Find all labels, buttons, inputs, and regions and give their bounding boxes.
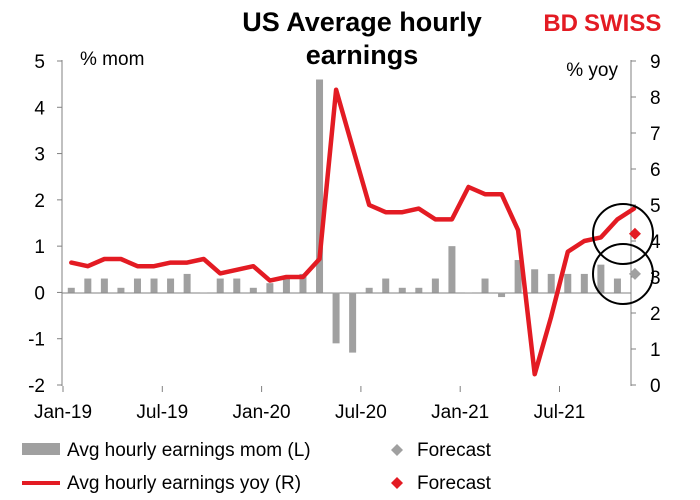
right-tick-label: 9 [650,52,661,73]
mom-bar [365,287,373,293]
right-tick-label: 2 [650,304,661,325]
mom-bar-series [67,79,621,353]
right-tick-label: 4 [650,232,661,253]
mom-bar [299,273,307,293]
x-tick-label: Jan-19 [34,402,92,423]
mom-bar [100,278,108,293]
bdswiss-logo: BD SWISS [543,10,661,37]
mom-bar [200,292,208,293]
mom-bar [382,278,390,293]
x-tick-label: Jan-21 [431,402,489,423]
left-tick-label: 1 [34,237,45,258]
right-tick-label: 5 [650,196,661,217]
mom-bar [498,292,506,298]
right-tick-label: 7 [650,124,661,145]
forecast-marker-mom [628,267,641,280]
legend-label-forecast-mom: Forecast [417,440,492,461]
chart-title-line-1: US Average hourly [242,7,482,37]
left-tick-label: 4 [34,98,45,119]
mom-bar [117,287,125,293]
mom-bar [167,278,175,293]
mom-bar [481,278,489,293]
legend-swatch-forecast-yoy [391,477,403,489]
mom-bar [448,246,456,293]
forecast-highlight-circle-yoy [592,203,654,265]
right-tick-label: 6 [650,160,661,181]
right-tick-label: 1 [650,340,661,361]
x-tick-label: Jul-20 [335,402,387,423]
forecast-highlight-circle-mom [592,243,654,305]
forecast-markers [628,227,641,280]
mom-bar [282,278,290,293]
legend: Avg hourly earnings mom (L) Forecast Avg… [22,440,492,494]
right-axis-unit: % yoy [566,60,618,81]
mom-bar [531,269,539,293]
mom-bar [133,278,141,293]
mom-bar [564,273,572,293]
legend-swatch-forecast-mom [391,444,403,456]
mom-bar [266,283,274,293]
mom-bar [150,278,158,293]
right-tick-label: 0 [650,376,661,397]
mom-bar [183,273,191,293]
mom-bar [613,278,621,293]
right-tick-label: 3 [650,268,661,289]
logo-text-swiss: SWISS [584,10,661,37]
legend-label-forecast-yoy: Forecast [417,473,492,494]
right-tick-label: 8 [650,88,661,109]
mom-bar [67,287,75,293]
left-tick-label: -1 [28,330,45,351]
mom-bar [216,278,224,293]
x-tick-label: Jan-20 [233,402,291,423]
chart-title-line-2: earnings [306,40,419,70]
mom-bar [514,260,522,293]
mom-bar [233,278,241,293]
left-tick-label: 0 [34,283,45,304]
mom-bar [398,287,406,293]
yoy-line [69,87,637,377]
mom-bar [349,292,357,353]
mom-bar [580,273,588,293]
x-axis-ticks: Jan-19 Jul-19 Jan-20 Jul-20 Jan-21 Jul-21 [34,386,585,423]
x-tick-label: Jul-21 [534,402,586,423]
left-axis-ticks: 5 4 3 2 1 0 -1 -2 [28,52,62,397]
legend-label-mom: Avg hourly earnings mom (L) [67,440,311,461]
mom-bar [316,79,324,293]
yoy-line-series [69,87,637,377]
mom-bar [547,273,555,293]
mom-bar [464,292,472,293]
logo-text-bd: BD [543,10,578,37]
x-tick-label: Jul-19 [136,402,188,423]
legend-label-yoy: Avg hourly earnings yoy (R) [67,473,301,494]
forecast-marker-yoy [628,227,641,240]
mom-bar [415,287,423,293]
mom-bar [597,264,605,293]
left-tick-label: 3 [34,145,45,166]
right-axis-ticks: 9 8 7 6 5 4 3 2 1 0 [631,52,661,397]
left-tick-label: -2 [28,376,45,397]
left-tick-label: 2 [34,191,45,212]
mom-bar [431,278,439,293]
left-tick-label: 5 [34,52,45,73]
mom-bar [249,287,257,293]
mom-bar [84,278,92,293]
logo-swiss-text-group: SWISS [584,10,661,37]
left-axis-unit: % mom [80,49,144,70]
legend-swatch-mom-bar [22,443,60,455]
mom-bar [332,292,340,344]
